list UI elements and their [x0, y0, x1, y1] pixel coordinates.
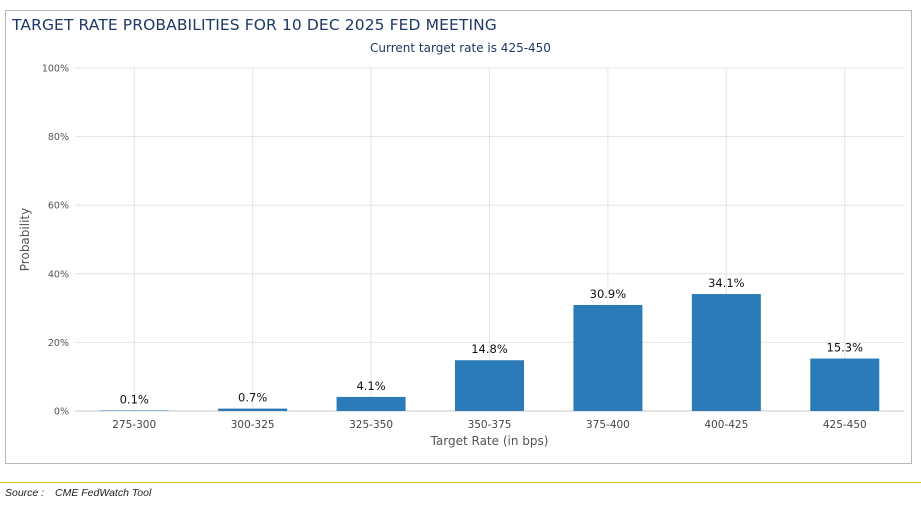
bar[interactable]: [218, 408, 288, 411]
bar[interactable]: [455, 360, 524, 411]
x-tick-label: 425-450: [823, 419, 867, 431]
bar[interactable]: [691, 294, 761, 411]
bar[interactable]: [99, 410, 169, 412]
y-tick-label: 0%: [54, 407, 69, 418]
data-label: 14.8%: [471, 342, 508, 356]
y-tick-label: 20%: [48, 338, 69, 349]
chart-subtitle: Current target rate is 425-450: [370, 41, 551, 55]
bar[interactable]: [573, 305, 643, 411]
y-tick-label: 100%: [42, 64, 69, 75]
data-label: 30.9%: [590, 287, 627, 301]
footer-divider: [0, 482, 921, 483]
x-tick-label: 275-300: [112, 419, 156, 431]
data-label: 15.3%: [827, 341, 864, 355]
y-tick-label: 60%: [48, 201, 69, 212]
x-tick-label: 300-325: [231, 419, 275, 431]
bar[interactable]: [810, 358, 880, 411]
x-tick-label: 375-400: [586, 419, 630, 431]
bars: [99, 294, 880, 412]
x-tick-label: 325-350: [349, 419, 393, 431]
x-tick-label: 350-375: [468, 419, 512, 431]
data-label: 4.1%: [356, 379, 385, 393]
data-label: 0.1%: [120, 393, 149, 407]
chart-title: TARGET RATE PROBABILITIES FOR 10 DEC 202…: [12, 16, 497, 34]
y-axis-title: Probability: [18, 208, 32, 271]
x-axis-title: Target Rate (in bps): [430, 434, 549, 448]
source-label: Source :: [5, 487, 45, 499]
data-label: 34.1%: [708, 276, 745, 290]
grid-lines: [75, 67, 904, 412]
labels: 0% 20% 40% 60% 80% 100% 0.1% 275-300 0.7% 300-325…: [42, 64, 867, 432]
data-label: 0.7%: [238, 391, 267, 405]
bar[interactable]: [336, 396, 406, 411]
bar-chart: 0% 20% 40% 60% 80% 100% 0.1% 275-300 0.7% 300-325…: [18, 64, 904, 448]
source-value: CME FedWatch Tool: [55, 487, 152, 499]
x-tick-label: 400-425: [704, 419, 748, 431]
source-line: Source : CME FedWatch Tool: [5, 487, 151, 499]
y-tick-label: 80%: [48, 132, 69, 143]
y-tick-label: 40%: [48, 269, 69, 280]
